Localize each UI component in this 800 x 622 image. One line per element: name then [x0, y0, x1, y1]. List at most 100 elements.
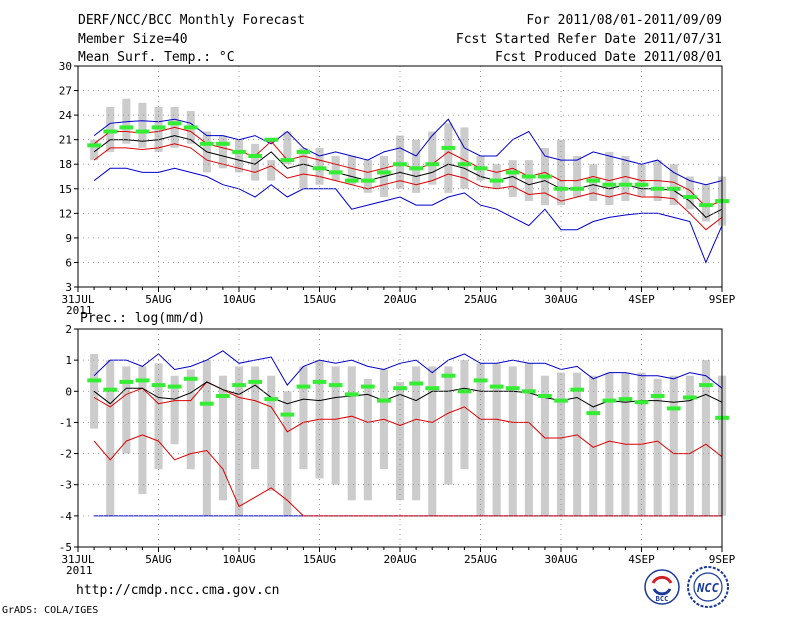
temp-median-marker — [361, 178, 375, 183]
temp-spread-box — [557, 139, 566, 206]
prec-ensemble-mean-line — [93, 381, 723, 408]
prec-xtick-label: 10AUG — [222, 553, 255, 566]
temp-median-marker — [699, 203, 713, 208]
fcst-produced-date: Fcst Produced Date 2011/08/01 — [495, 50, 722, 65]
temp-grid — [78, 66, 722, 287]
bcc-logo-text: BCC — [656, 595, 669, 603]
temp-median-marker — [457, 162, 472, 167]
temp-xtick-label: 25AUG — [464, 293, 497, 306]
temp-median-marker — [554, 186, 568, 191]
prec-median-marker — [344, 392, 359, 397]
temp-median-marker — [167, 121, 182, 126]
temp-year-label: 2011 — [66, 304, 93, 317]
prec-median-marker — [312, 379, 327, 384]
temp-spread-box — [138, 102, 147, 148]
prec-median-marker — [361, 384, 375, 389]
prec-spread-box — [347, 366, 356, 501]
prec-xtick-label: 20AUG — [383, 553, 416, 566]
temp-xtick-label: 5AUG — [145, 293, 172, 306]
temp-panel-title: Mean Surf. Temp.: °C — [78, 50, 235, 65]
temp-spread-box — [218, 135, 227, 169]
prec-median-marker — [409, 381, 423, 386]
temp-median-marker — [264, 137, 279, 142]
temp-median-marker — [602, 182, 617, 187]
prec-median-marker — [103, 387, 118, 392]
temp-median-marker — [586, 178, 601, 183]
prec-median-marker — [183, 376, 198, 381]
temp-spread-box — [685, 176, 694, 210]
prec-ytick-label: 0 — [65, 385, 72, 398]
bcc-logo-arc-blue — [652, 588, 672, 596]
temp-median-marker — [312, 166, 327, 171]
temp-median-marker — [634, 182, 649, 187]
prec-median-marker — [473, 378, 488, 383]
prec-ytick-label: 2 — [65, 323, 72, 336]
temp-ytick-label: 3 — [65, 281, 72, 294]
temp-spread-box — [267, 160, 276, 181]
prec-spread-box — [444, 366, 453, 485]
temp-xtick-label: 9SEP — [709, 293, 736, 306]
temp-median-marker — [87, 143, 101, 148]
fcst-started-date: Fcst Started Refer Date 2011/07/31 — [456, 32, 722, 47]
temp-median-marker — [377, 170, 391, 175]
prec-median-marker — [425, 386, 440, 391]
temp-ytick-label: 30 — [59, 60, 72, 73]
temp-ytick-label: 24 — [59, 109, 73, 122]
prec-median-marker — [505, 386, 520, 391]
prec-spread-box — [460, 360, 469, 470]
temp-median-marker — [103, 129, 118, 134]
temp-spread-box — [444, 123, 453, 193]
prec-spread-box — [251, 366, 260, 470]
bcc-logo-ring — [644, 569, 680, 605]
temp-median-marker — [393, 162, 407, 167]
prec-xtick-label: 30AUG — [544, 553, 577, 566]
temp-xtick-label: 10AUG — [222, 293, 255, 306]
grads-credit: GrADS: COLA/IGES — [2, 605, 98, 616]
prec-median-marker — [393, 386, 407, 391]
prec-median-marker — [264, 397, 279, 402]
prec-median-marker — [135, 378, 150, 383]
prec-spread-box — [412, 366, 421, 501]
temp-median-marker — [441, 145, 456, 150]
temp-spread-box — [524, 160, 533, 201]
prec-xtick-label: 4SEP — [628, 553, 655, 566]
temp-spread-box — [412, 139, 421, 193]
temp-ytick-label: 6 — [65, 256, 72, 269]
prec-median-marker — [650, 394, 665, 398]
prec-median-marker — [216, 394, 230, 398]
prec-spread-box — [138, 366, 147, 495]
temp-median-marker — [650, 186, 665, 191]
temp-xtick-label: 15AUG — [303, 293, 336, 306]
prec-spread-box — [154, 363, 163, 470]
temp-xtick-label: 31JUL — [61, 293, 94, 306]
temp-median-marker — [570, 186, 584, 191]
temp-median-marker — [409, 166, 423, 171]
temp-ensemble-mean-line — [93, 135, 723, 219]
temp-spread-box — [573, 156, 582, 197]
temp-median-marker — [538, 174, 552, 179]
prec-median-marker — [602, 398, 617, 403]
prec-median-marker — [618, 397, 633, 402]
prec-xtick-label: 25AUG — [464, 553, 497, 566]
prec-spread-box — [428, 366, 437, 516]
prec-spread-box — [106, 360, 115, 516]
temp-median-marker — [248, 154, 262, 158]
prec-spread-box — [524, 363, 533, 516]
forecast-period: For 2011/08/01-2011/09/09 — [526, 13, 722, 28]
prec-spread-box — [122, 366, 131, 454]
bcc-logo-arc-red — [651, 575, 673, 584]
temp-spread-box — [363, 160, 372, 193]
ncc-logo-text: NCC — [696, 581, 719, 595]
temp-xtick-label: 4SEP — [628, 293, 655, 306]
temp-xtick-label: 20AUG — [383, 293, 416, 306]
prec-median-marker — [457, 389, 472, 394]
prec-median-marker — [699, 383, 713, 388]
temp-median-marker — [344, 178, 359, 183]
temp-mean-plus-sd-line — [93, 126, 723, 208]
temp-median-marker — [216, 141, 230, 146]
prec-median-marker — [489, 384, 504, 389]
prec-spread-box — [363, 378, 372, 501]
temp-median-marker — [489, 178, 504, 183]
